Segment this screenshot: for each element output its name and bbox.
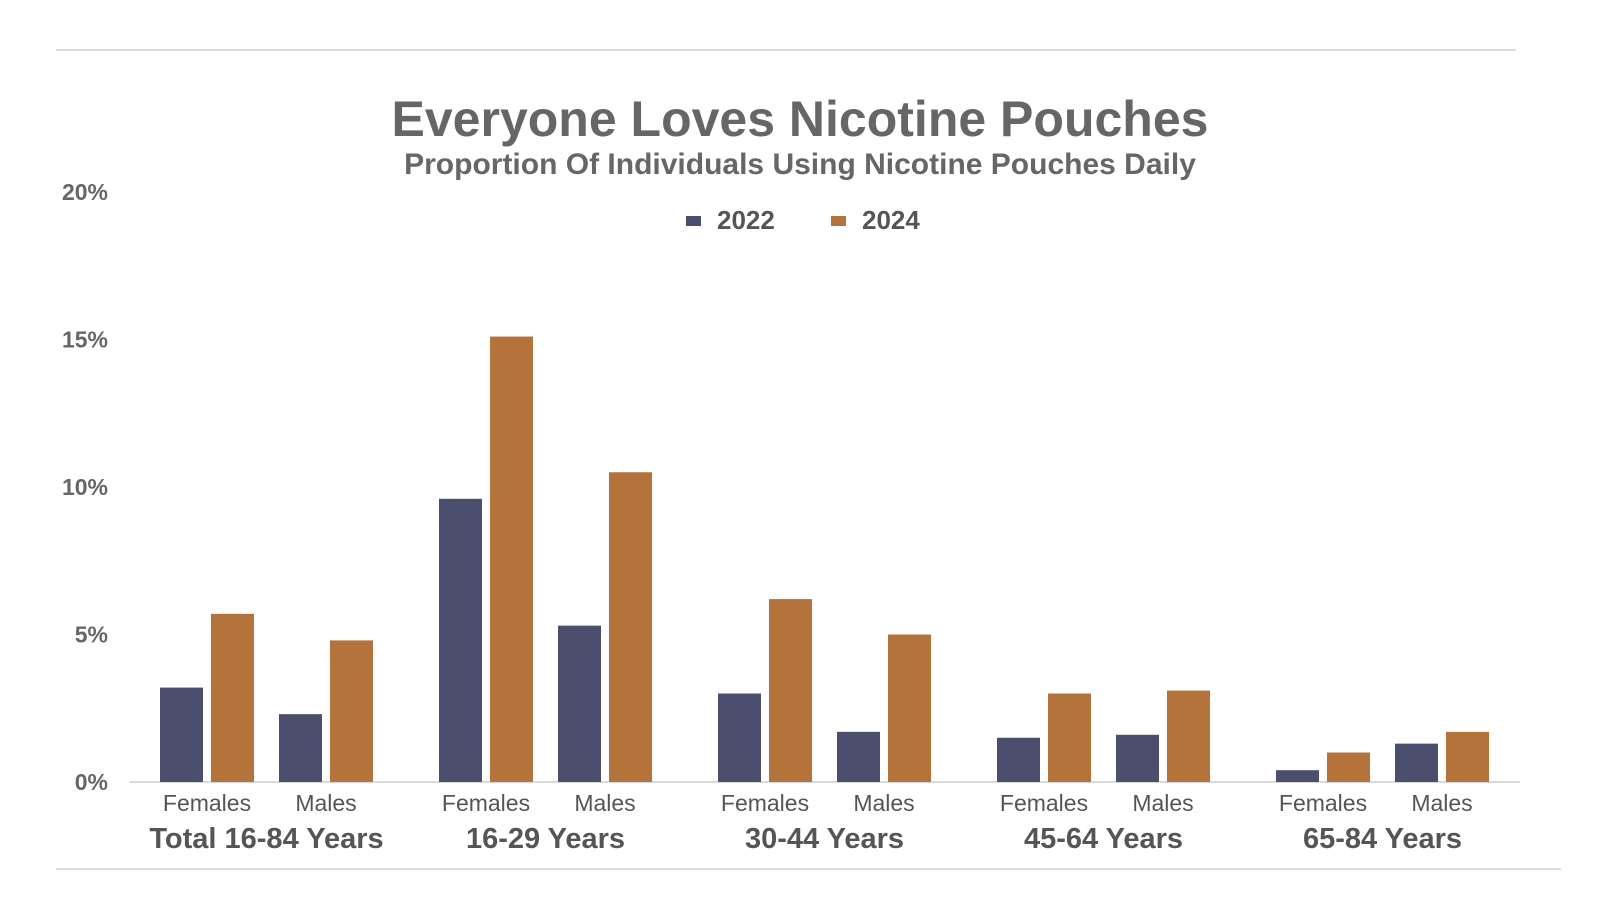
- bar-2024-30-44-years-males: [888, 634, 931, 782]
- bar-2024-65-84-years-males: [1446, 731, 1489, 782]
- x-subcategory-label: Females: [163, 790, 251, 816]
- bar-2024-30-44-years-females: [769, 599, 812, 782]
- bar-2022-30-44-years-females: [718, 693, 761, 782]
- legend-label-2022: 2022: [717, 205, 775, 235]
- x-subcategory-label: Males: [1411, 790, 1472, 816]
- bar-2022-45-64-years-females: [997, 737, 1040, 782]
- x-group-label: Total 16-84 Years: [149, 823, 383, 855]
- x-subcategory-label: Males: [574, 790, 635, 816]
- x-subcategory-label: Males: [853, 790, 914, 816]
- bar-2022-total-16-84-years-females: [160, 687, 203, 782]
- y-tick-label: 20%: [62, 179, 108, 205]
- bar-2024-total-16-84-years-females: [211, 613, 254, 782]
- bar-2022-30-44-years-males: [837, 731, 880, 782]
- x-group-label: 16-29 Years: [466, 823, 625, 855]
- legend-swatch-2024: [831, 216, 846, 226]
- x-subcategory-label: Females: [1000, 790, 1088, 816]
- legend-swatch-2022: [686, 216, 701, 226]
- bar-2024-65-84-years-females: [1327, 752, 1370, 782]
- y-tick-label: 5%: [75, 622, 108, 648]
- bar-2022-16-29-years-females: [439, 498, 482, 782]
- x-subcategory-label: Females: [721, 790, 809, 816]
- legend-label-2024: 2024: [862, 205, 920, 235]
- x-subcategory-label: Males: [295, 790, 356, 816]
- bar-2024-45-64-years-males: [1167, 690, 1210, 782]
- x-subcategory-label: Females: [1279, 790, 1367, 816]
- y-tick-label: 15%: [62, 327, 108, 353]
- bottom-divider: [56, 868, 1561, 870]
- y-tick-label: 10%: [62, 474, 108, 500]
- bar-2024-total-16-84-years-males: [330, 640, 373, 782]
- y-tick-label: 0%: [75, 769, 108, 795]
- chart-subtitle: Proportion Of Individuals Using Nicotine…: [404, 148, 1196, 181]
- bar-2022-total-16-84-years-males: [279, 714, 322, 782]
- bar-2024-16-29-years-males: [609, 472, 652, 782]
- top-divider: [56, 49, 1516, 51]
- bar-2022-65-84-years-males: [1395, 743, 1438, 782]
- bar-2022-16-29-years-males: [558, 625, 601, 782]
- bar-2024-16-29-years-females: [490, 336, 533, 782]
- x-subcategory-label: Males: [1132, 790, 1193, 816]
- x-group-label: 45-64 Years: [1024, 823, 1183, 855]
- bar-2022-45-64-years-males: [1116, 734, 1159, 782]
- x-group-label: 30-44 Years: [745, 823, 904, 855]
- chart-title: Everyone Loves Nicotine Pouches: [391, 91, 1209, 147]
- x-group-label: 65-84 Years: [1303, 823, 1462, 855]
- bar-2024-45-64-years-females: [1048, 693, 1091, 782]
- bar-2022-65-84-years-females: [1276, 770, 1319, 782]
- x-subcategory-label: Females: [442, 790, 530, 816]
